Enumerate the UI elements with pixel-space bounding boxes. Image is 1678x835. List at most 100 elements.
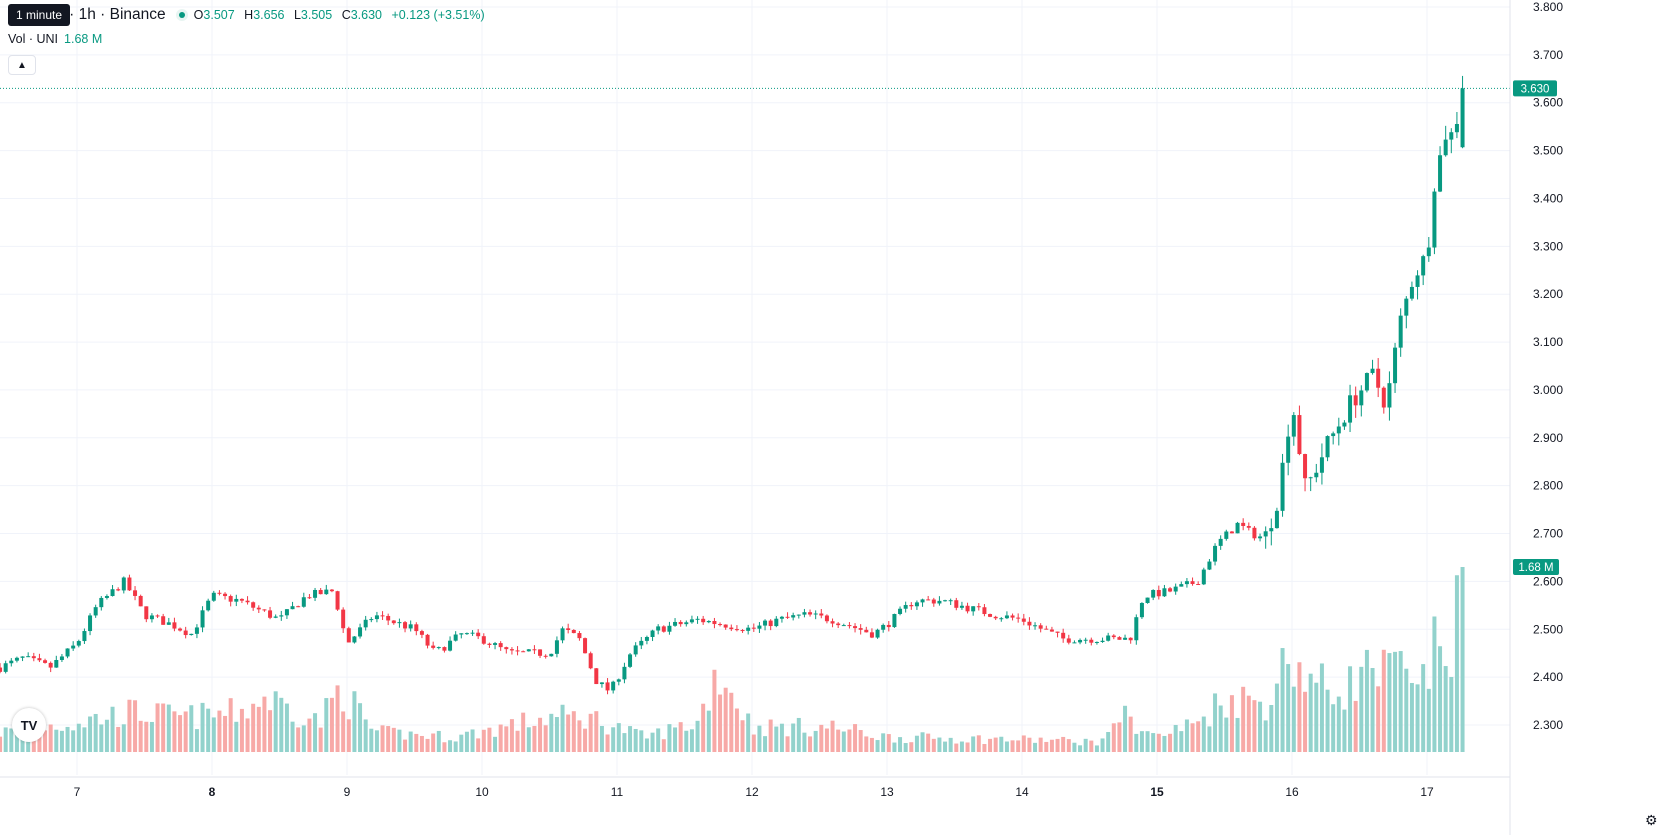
- candle-body: [425, 634, 430, 646]
- volume-bar: [329, 697, 334, 752]
- volume-bar: [442, 742, 447, 752]
- volume-bar: [948, 737, 953, 752]
- open-value: 3.507: [203, 8, 235, 22]
- candle-body: [504, 647, 509, 650]
- candle-body: [1353, 395, 1358, 406]
- time-axis[interactable]: 7 8 9 10 11 12 13 14 15 16 17: [0, 776, 1510, 799]
- low-value: 3.505: [300, 8, 333, 22]
- volume-bar: [380, 725, 385, 752]
- candle-body: [549, 653, 554, 657]
- candle-body: [622, 666, 627, 680]
- volume-bar: [1235, 717, 1240, 752]
- close-value: 3.630: [350, 8, 382, 22]
- candle-body: [1072, 642, 1077, 644]
- volume-bar: [920, 732, 925, 752]
- volume-bar: [644, 738, 649, 752]
- volume-bar: [82, 727, 87, 752]
- volume-bar: [914, 735, 919, 752]
- volume-bar: [571, 711, 576, 752]
- price-tick-label: 2.400: [1533, 670, 1563, 684]
- volume-bar: [149, 721, 154, 752]
- volume-bar: [639, 730, 644, 752]
- volume-bar: [211, 717, 216, 752]
- volume-bar: [673, 727, 678, 752]
- volume-bar: [1083, 738, 1088, 752]
- candle-body: [290, 606, 295, 610]
- candle-body: [1454, 124, 1459, 133]
- candle-body: [695, 618, 700, 620]
- candle-body: [1055, 631, 1060, 633]
- chart-grid: [0, 0, 1510, 775]
- candle-body: [104, 596, 109, 598]
- volume-bar: [931, 738, 936, 752]
- candle-body: [498, 643, 503, 648]
- volume-bar: [729, 692, 734, 752]
- volume-bar: [279, 697, 284, 752]
- candle-body: [1218, 538, 1223, 546]
- candle-body: [464, 633, 469, 635]
- volume-bar: [470, 729, 475, 752]
- ohlc-values: O3.507 H3.656 L3.505 C3.630 +0.123 (+3.5…: [193, 8, 485, 22]
- candle-body: [819, 613, 824, 616]
- candle-body: [639, 640, 644, 646]
- change-value: +0.123 (+3.51%): [391, 8, 485, 22]
- candle-body: [920, 599, 925, 603]
- volume-bar: [633, 728, 638, 752]
- candle-body: [307, 597, 312, 599]
- candle-body: [239, 598, 244, 601]
- candle-body: [1398, 315, 1403, 348]
- candle-body: [1094, 641, 1099, 643]
- volume-bar: [1100, 738, 1105, 752]
- volume-bar: [560, 704, 565, 752]
- volume-legend[interactable]: Vol · UNI 1.68 M: [8, 32, 102, 46]
- volume-bar: [200, 702, 205, 752]
- candle-body: [1033, 625, 1038, 627]
- volume-bar: [684, 730, 689, 752]
- volume-bar: [774, 726, 779, 752]
- candle-body: [948, 600, 953, 602]
- volume-bar: [1241, 686, 1246, 752]
- volume-bar: [1246, 695, 1251, 752]
- candle-body: [1421, 256, 1426, 276]
- volume-bar: [59, 730, 64, 752]
- candle-body: [746, 627, 751, 631]
- volume-bar: [819, 724, 824, 752]
- market-status-icon[interactable]: [175, 9, 188, 21]
- gear-icon[interactable]: ⚙: [1645, 812, 1658, 828]
- candle-body: [1201, 569, 1206, 585]
- volume-bar: [341, 711, 346, 752]
- candles: [0, 75, 1465, 695]
- candle-body: [554, 640, 559, 654]
- tradingview-logo[interactable]: TV: [12, 708, 46, 742]
- collapse-legend-button[interactable]: ▲: [8, 55, 36, 75]
- volume-bar: [397, 729, 402, 752]
- volume-bar: [116, 726, 121, 752]
- symbol-legend[interactable]: etherUS · 1h · Binance O3.507 H3.656 L3.…: [8, 6, 491, 24]
- candle-body: [1004, 615, 1009, 619]
- volume-bar: [1398, 651, 1403, 752]
- candle-body: [403, 622, 408, 629]
- volume-bar: [498, 724, 503, 752]
- price-tick-label: 2.700: [1533, 527, 1563, 541]
- volume-bar: [526, 727, 531, 752]
- price-tick-label: 3.200: [1533, 287, 1563, 301]
- volume-bar: [481, 729, 486, 752]
- candle-body: [999, 618, 1004, 620]
- candle-body: [673, 621, 678, 626]
- candle-body: [881, 624, 886, 630]
- candle-body: [1432, 191, 1437, 248]
- volume-bar: [1049, 739, 1054, 752]
- candle-body: [1027, 621, 1032, 626]
- candle-body: [830, 621, 835, 624]
- candle-body: [785, 616, 790, 618]
- volume-bar: [543, 725, 548, 752]
- volume-bar: [892, 742, 897, 752]
- price-axis[interactable]: 2.300 2.400 2.500 2.600 2.700 2.800 2.900 3.000…: [1509, 0, 1563, 835]
- volume-bar: [1432, 616, 1437, 752]
- volume-bar: [841, 731, 846, 752]
- candle-body: [273, 616, 278, 618]
- volume-value: 1.68 M: [64, 32, 103, 46]
- volume-bar: [611, 727, 616, 752]
- price-tick-label: 2.800: [1533, 479, 1563, 493]
